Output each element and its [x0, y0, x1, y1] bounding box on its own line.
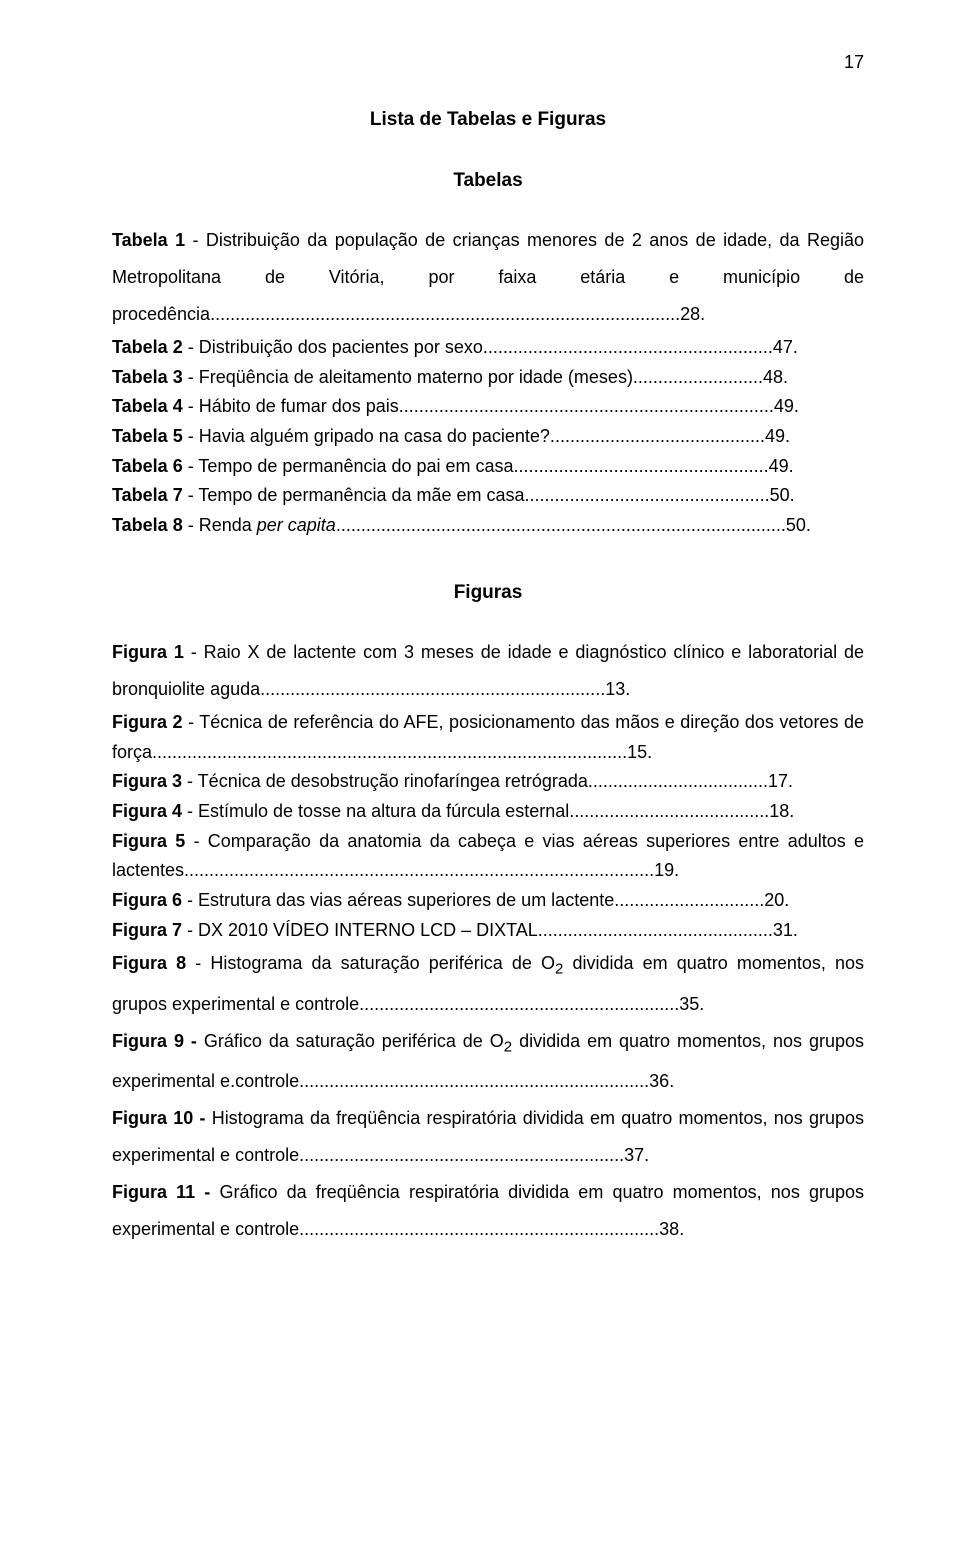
figura-entry: Figura 3 - Técnica de desobstrução rinof… — [112, 767, 864, 797]
figura-entry-lead: Figura 3 — [112, 771, 182, 791]
figura-entry-subscript: 2 — [504, 1038, 512, 1055]
figura-entry-lead: Figura 6 — [112, 890, 182, 910]
figura-entry-lead: Figura 5 — [112, 831, 185, 851]
page-title: Lista de Tabelas e Figuras — [112, 104, 864, 135]
figura-entry: Figura 7 - DX 2010 VÍDEO INTERNO LCD – D… — [112, 916, 864, 946]
figura-entry-lead: Figura 7 — [112, 920, 182, 940]
document-page: 17 Lista de Tabelas e Figuras Tabelas Ta… — [0, 0, 960, 1551]
tabela-entry-lead: Tabela 8 — [112, 515, 183, 535]
tabela-entry: Tabela 1 - Distribuição da população de … — [112, 222, 864, 333]
tabelas-heading: Tabelas — [112, 165, 864, 196]
figuras-heading: Figuras — [112, 577, 864, 608]
tabela-entry-lead: Tabela 7 — [112, 485, 183, 505]
tabela-entry-lead: Tabela 4 — [112, 396, 183, 416]
page-number: 17 — [112, 48, 864, 78]
figura-entry: Figura 8 - Histograma da saturação perif… — [112, 945, 864, 1022]
tabela-entry-italic: per capita — [257, 515, 336, 535]
figura-entry-lead: Figura 8 — [112, 953, 186, 973]
tabela-entry-lead: Tabela 2 — [112, 337, 183, 357]
tabela-entry-lead: Tabela 5 — [112, 426, 183, 446]
figura-entry-lead: Figura 9 - — [112, 1031, 197, 1051]
figura-entry-lead: Figura 4 — [112, 801, 182, 821]
figura-entry-lead: Figura 11 - — [112, 1182, 210, 1202]
figura-entry: Figura 10 - Histograma da freqüência res… — [112, 1100, 864, 1174]
figura-entry: Figura 4 - Estímulo de tosse na altura d… — [112, 797, 864, 827]
tabela-entry-lead: Tabela 6 — [112, 456, 183, 476]
tabela-entry-lead: Tabela 1 — [112, 230, 185, 250]
figura-entry-subscript: 2 — [555, 961, 563, 978]
tabelas-list: Tabela 1 - Distribuição da população de … — [112, 222, 864, 540]
figura-entry: Figura 2 - Técnica de referência do AFE,… — [112, 708, 864, 767]
tabela-entry: Tabela 7 - Tempo de permanência da mãe e… — [112, 481, 864, 511]
tabela-entry: Tabela 6 - Tempo de permanência do pai e… — [112, 452, 864, 482]
figura-entry: Figura 11 - Gráfico da freqüência respir… — [112, 1174, 864, 1248]
figura-entry: Figura 1 - Raio X de lactente com 3 mese… — [112, 634, 864, 708]
figuras-list: Figura 1 - Raio X de lactente com 3 mese… — [112, 634, 864, 1247]
tabela-entry: Tabela 3 - Freqüência de aleitamento mat… — [112, 363, 864, 393]
tabela-entry-lead: Tabela 3 — [112, 367, 183, 387]
figura-entry: Figura 5 - Comparação da anatomia da cab… — [112, 827, 864, 886]
figura-entry: Figura 6 - Estrutura das vias aéreas sup… — [112, 886, 864, 916]
tabela-entry: Tabela 4 - Hábito de fumar dos pais.....… — [112, 392, 864, 422]
tabela-entry: Tabela 8 - Renda per capita.............… — [112, 511, 864, 541]
figura-entry-lead: Figura 10 - — [112, 1108, 205, 1128]
figura-entry-lead: Figura 2 — [112, 712, 183, 732]
tabela-entry: Tabela 2 - Distribuição dos pacientes po… — [112, 333, 864, 363]
tabela-entry: Tabela 5 - Havia alguém gripado na casa … — [112, 422, 864, 452]
figura-entry-lead: Figura 1 — [112, 642, 184, 662]
figura-entry: Figura 9 - Gráfico da saturação periféri… — [112, 1023, 864, 1100]
